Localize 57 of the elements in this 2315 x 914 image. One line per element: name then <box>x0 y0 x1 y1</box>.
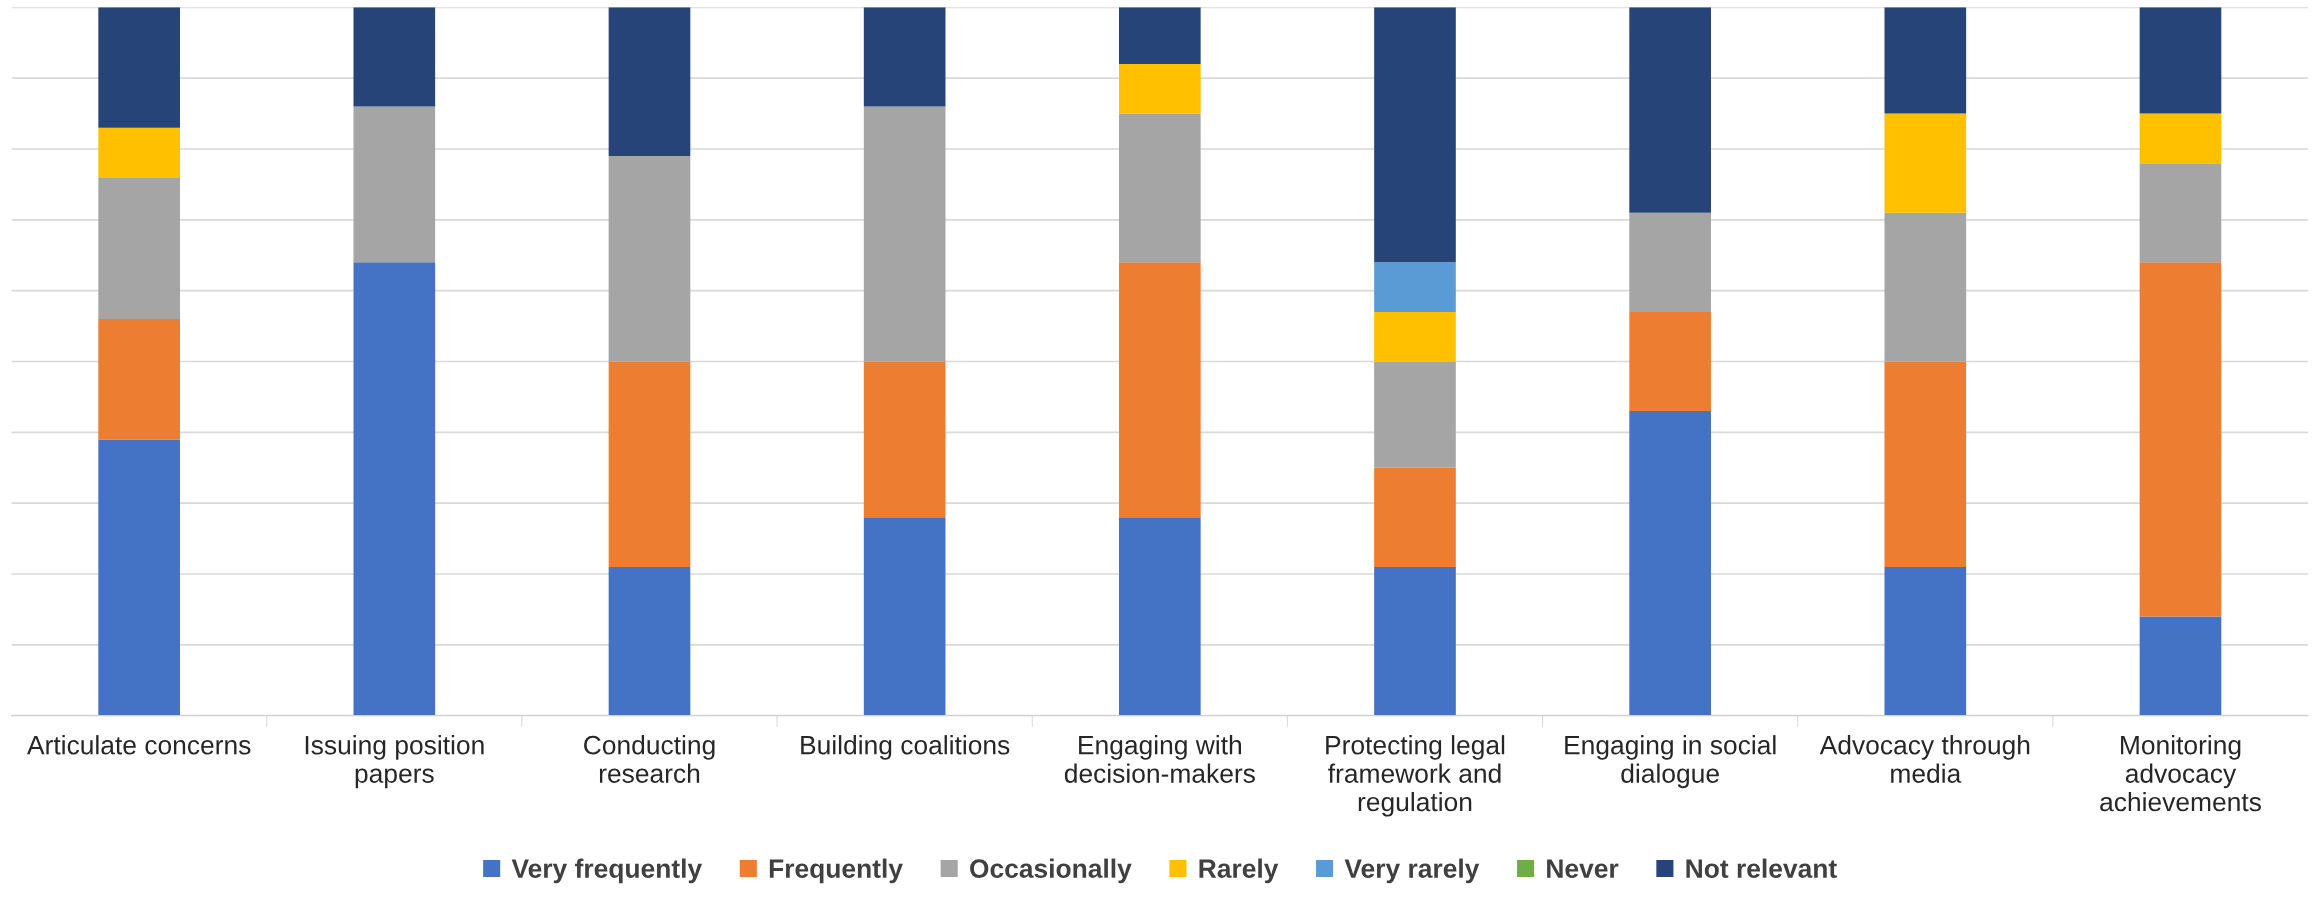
bar <box>1374 311 1456 362</box>
bar <box>608 7 691 157</box>
bar <box>1884 113 1967 213</box>
legend-label: Occasionally <box>970 858 1132 884</box>
bar <box>2139 113 2222 164</box>
x-tick-label: Advocacy through media <box>1819 735 2030 783</box>
bar <box>1629 311 1711 412</box>
bar <box>98 177 180 319</box>
bar <box>1629 7 1711 213</box>
bar <box>353 7 436 107</box>
bar <box>98 7 180 128</box>
bar <box>2139 262 2222 617</box>
legend-label: Frequently <box>769 858 903 884</box>
bar <box>863 7 946 107</box>
legend-label: Very frequently <box>511 858 702 884</box>
bar <box>608 566 691 716</box>
bar <box>863 517 946 716</box>
x-tick-label: Articulate concerns <box>27 735 251 755</box>
bar <box>98 127 180 178</box>
bar <box>98 318 180 440</box>
bar <box>1884 566 1967 716</box>
bar <box>1118 113 1201 263</box>
bar <box>608 156 691 362</box>
bar <box>1374 467 1456 567</box>
bar <box>98 439 180 716</box>
x-tick-label: Building coalitions <box>801 735 1010 760</box>
legend-label: Very rarely <box>1344 858 1480 884</box>
bar <box>1118 517 1201 716</box>
bar <box>1884 212 1967 362</box>
bar <box>1374 361 1456 468</box>
bar <box>2139 7 2222 114</box>
bar <box>353 106 436 263</box>
bar <box>1374 262 1456 312</box>
bar <box>1629 212 1711 312</box>
bar <box>1118 262 1201 518</box>
legend-label: Rarely <box>1199 858 1279 884</box>
x-tick-label: Conducting research <box>584 735 715 783</box>
bar <box>1629 411 1711 716</box>
bar <box>1884 7 1967 114</box>
bar <box>1118 7 1201 64</box>
x-tick-label: Monitoring advocacy achievements <box>2100 735 2261 812</box>
bar <box>608 361 691 567</box>
legend-label: Not relevant <box>1686 858 1837 878</box>
bar <box>863 106 946 362</box>
bar <box>1374 7 1456 263</box>
legend-label: Never <box>1547 859 1619 878</box>
bar <box>1374 566 1456 716</box>
bar <box>353 262 436 716</box>
bar <box>863 361 946 518</box>
x-tick-label: Issuing position papers <box>305 735 484 789</box>
bar <box>1884 361 1967 567</box>
bar <box>1118 63 1201 114</box>
bar <box>2139 616 2222 716</box>
x-tick-label: Protecting legal framework and regulation <box>1326 735 1505 817</box>
x-tick-label: Engaging in social dialogue <box>1565 735 1776 789</box>
bar <box>2139 163 2222 263</box>
x-tick-label: Engaging with decision-makers <box>1064 735 1255 783</box>
